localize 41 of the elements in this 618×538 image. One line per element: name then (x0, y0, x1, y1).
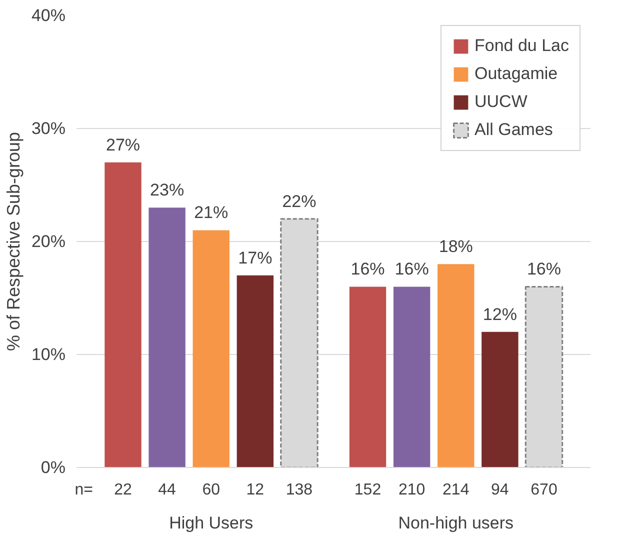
data-label: 22% (282, 192, 316, 211)
data-label: 17% (238, 248, 272, 268)
text: 60 (202, 482, 220, 498)
y-axis-title: % of Respective Sub-group (3, 132, 24, 352)
y-tick-label: 10% (31, 345, 66, 364)
data-label: 16% (526, 260, 562, 279)
bar (349, 286, 386, 468)
text: 670 (530, 482, 558, 498)
data-label: 23% (150, 180, 184, 200)
text: 12 (246, 482, 264, 498)
bar (438, 264, 474, 468)
legend-label: UUCW (474, 92, 528, 112)
legend-label: All Games (474, 120, 553, 140)
data-label: 21% (194, 203, 228, 222)
y-tick-label: 40% (31, 6, 66, 25)
text: 22 (114, 482, 132, 498)
data-label: 16% (350, 260, 385, 279)
data-label: 18% (438, 237, 473, 256)
y-tick-label: 0% (40, 458, 66, 477)
data-label: 27% (106, 135, 140, 154)
bar (393, 286, 430, 468)
text: 138 (286, 482, 313, 498)
y-tick-label: 20% (31, 232, 66, 251)
text: 210 (398, 482, 426, 498)
data-label: 16% (394, 260, 429, 279)
text: n= (74, 482, 93, 498)
x-tick-label: Non-high users (398, 514, 514, 532)
bar (482, 332, 518, 468)
legend-label: Fond du Lac (474, 36, 569, 56)
data-label: 12% (482, 304, 517, 324)
bar (148, 208, 186, 468)
y-tick-label: 30% (31, 119, 66, 138)
bar (104, 162, 142, 468)
bar (192, 230, 230, 468)
text: 214 (442, 482, 470, 498)
text: 94 (491, 482, 509, 498)
bar (236, 275, 274, 468)
text: 152 (354, 482, 382, 498)
x-tick-label: High Users (169, 514, 254, 532)
legend-label: Outagamie (474, 64, 558, 84)
text: 44 (158, 482, 176, 498)
